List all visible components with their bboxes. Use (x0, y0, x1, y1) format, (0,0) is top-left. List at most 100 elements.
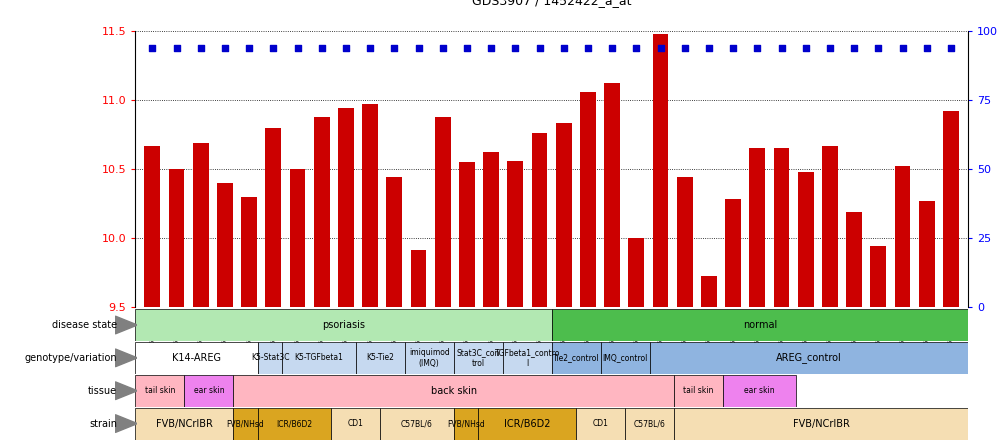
Point (434, 44, 450, 51)
Text: ICR/B6D2: ICR/B6D2 (277, 419, 313, 428)
Polygon shape (115, 415, 137, 432)
Point (192, 44, 208, 51)
Text: GDS3907 / 1452422_a_at: GDS3907 / 1452422_a_at (471, 0, 631, 7)
Point (507, 44, 523, 51)
Point (314, 44, 330, 51)
Text: C57BL/6: C57BL/6 (401, 419, 433, 428)
Bar (822, 146, 837, 307)
Point (676, 44, 692, 51)
Point (652, 44, 668, 51)
Bar (724, 199, 740, 307)
Text: TGFbeta1_contro
l: TGFbeta1_contro l (494, 348, 559, 368)
Text: tail skin: tail skin (144, 386, 175, 395)
Text: strain: strain (89, 419, 117, 428)
FancyBboxPatch shape (551, 309, 967, 341)
Bar (314, 117, 330, 307)
Bar (676, 177, 692, 307)
Text: FVB/NHsd: FVB/NHsd (226, 419, 265, 428)
Point (773, 44, 789, 51)
Text: ICR/B6D2: ICR/B6D2 (503, 419, 550, 428)
FancyBboxPatch shape (233, 408, 258, 440)
FancyBboxPatch shape (233, 375, 673, 407)
Point (459, 44, 475, 51)
Point (144, 44, 160, 51)
Bar (435, 117, 450, 307)
Point (603, 44, 619, 51)
Point (362, 44, 378, 51)
Text: Tie2_control: Tie2_control (552, 353, 599, 362)
Bar (362, 104, 378, 307)
FancyBboxPatch shape (673, 375, 722, 407)
Bar (918, 201, 934, 307)
Bar (894, 166, 910, 307)
Bar (192, 143, 208, 307)
Text: psoriasis: psoriasis (322, 320, 365, 330)
Bar (241, 197, 257, 307)
Text: CD1: CD1 (592, 419, 608, 428)
FancyBboxPatch shape (184, 375, 233, 407)
FancyBboxPatch shape (135, 309, 551, 341)
Text: K14-AREG: K14-AREG (172, 353, 220, 363)
FancyBboxPatch shape (282, 342, 356, 374)
FancyBboxPatch shape (258, 342, 282, 374)
Text: FVB/NHsd: FVB/NHsd (447, 419, 484, 428)
FancyBboxPatch shape (453, 408, 478, 440)
FancyBboxPatch shape (624, 408, 673, 440)
Bar (579, 92, 595, 307)
Point (555, 44, 571, 51)
FancyBboxPatch shape (575, 408, 624, 440)
Bar (628, 238, 643, 307)
Point (216, 44, 232, 51)
Bar (507, 161, 523, 307)
Bar (555, 123, 571, 307)
Bar (773, 148, 789, 307)
Point (627, 44, 643, 51)
Bar (870, 246, 886, 307)
Text: K5-TGFbeta1: K5-TGFbeta1 (295, 353, 343, 362)
FancyBboxPatch shape (478, 408, 575, 440)
Point (942, 44, 958, 51)
Point (894, 44, 910, 51)
Bar (531, 133, 547, 307)
FancyBboxPatch shape (405, 342, 453, 374)
Text: back skin: back skin (430, 386, 476, 396)
FancyBboxPatch shape (502, 342, 551, 374)
Point (724, 44, 740, 51)
Polygon shape (115, 316, 137, 334)
Text: disease state: disease state (52, 320, 117, 330)
Point (386, 44, 402, 51)
Bar (338, 108, 354, 307)
Bar (459, 162, 474, 307)
Text: genotype/variation: genotype/variation (25, 353, 117, 363)
Text: FVB/NCrIBR: FVB/NCrIBR (155, 419, 212, 428)
Text: tissue: tissue (88, 386, 117, 396)
Point (870, 44, 886, 51)
Point (410, 44, 426, 51)
Text: K5-Tie2: K5-Tie2 (366, 353, 394, 362)
FancyBboxPatch shape (649, 342, 967, 374)
Bar (168, 169, 184, 307)
Bar (290, 169, 305, 307)
Point (918, 44, 934, 51)
FancyBboxPatch shape (331, 408, 380, 440)
Polygon shape (115, 382, 137, 400)
Text: ear skin: ear skin (743, 386, 775, 395)
Bar (846, 212, 861, 307)
Point (240, 44, 257, 51)
Point (483, 44, 499, 51)
Bar (942, 111, 958, 307)
Polygon shape (115, 349, 137, 367)
Bar (386, 177, 402, 307)
Text: ear skin: ear skin (193, 386, 224, 395)
FancyBboxPatch shape (722, 375, 796, 407)
Bar (216, 183, 232, 307)
FancyBboxPatch shape (673, 408, 967, 440)
Text: IMQ_control: IMQ_control (602, 353, 647, 362)
Point (266, 44, 282, 51)
Text: CD1: CD1 (348, 419, 364, 428)
Text: tail skin: tail skin (682, 386, 713, 395)
FancyBboxPatch shape (380, 408, 453, 440)
FancyBboxPatch shape (135, 408, 233, 440)
Point (290, 44, 306, 51)
Bar (603, 83, 619, 307)
